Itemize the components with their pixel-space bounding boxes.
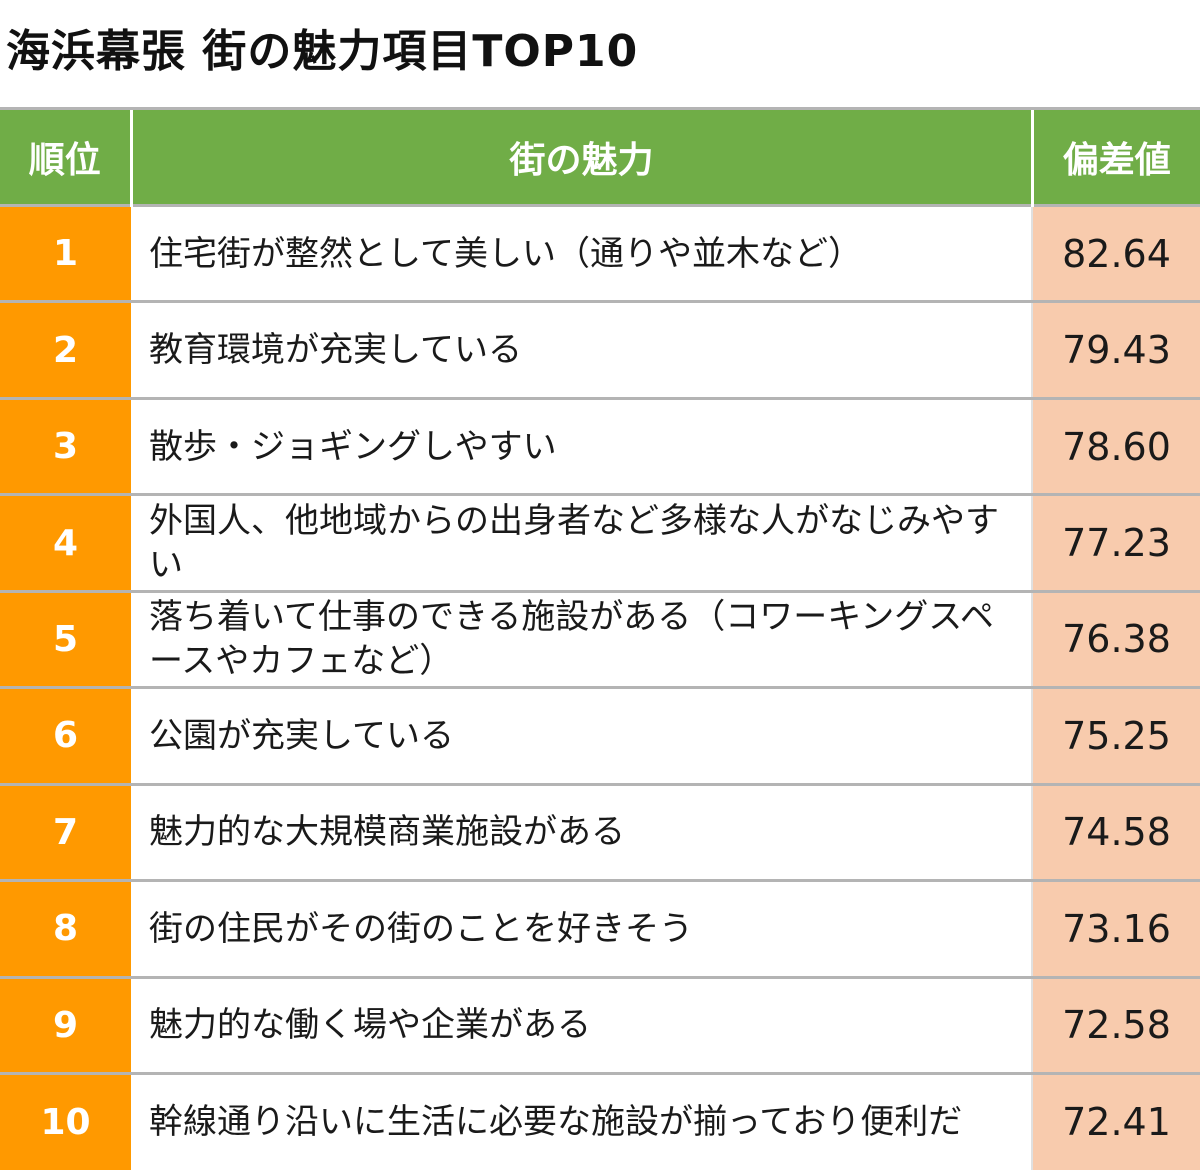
header-item: 街の魅力 [129,107,1032,206]
item-cell: 街の住民がその街のことを好きそう [131,879,1032,977]
table-row: 2 教育環境が充実している 79.43 [0,300,1200,399]
rank-cell: 10 [0,1071,131,1170]
item-cell: 散歩・ジョギングしやすい [131,396,1032,495]
score-cell: 74.58 [1031,782,1200,881]
score-cell: 77.23 [1031,493,1200,592]
score-cell: 72.41 [1031,1071,1200,1170]
rank-cell: 1 [0,203,131,302]
score-cell: 75.25 [1031,686,1200,785]
rank-cell: 8 [0,879,131,977]
rank-cell: 2 [0,300,131,399]
table-header-row: 順位 街の魅力 偏差値 [0,107,1200,206]
table-row: 1 住宅街が整然として美しい（通りや並木など） 82.64 [0,203,1200,302]
item-cell: 魅力的な大規模商業施設がある [131,782,1032,881]
score-cell: 76.38 [1031,589,1200,688]
rank-cell: 4 [0,493,131,592]
header-rank: 順位 [0,107,131,206]
item-cell: 住宅街が整然として美しい（通りや並木など） [131,203,1032,302]
item-cell: 落ち着いて仕事のできる施設がある（コワーキングスペースやカフェなど） [131,589,1032,688]
score-cell: 78.60 [1031,396,1200,495]
item-cell: 幹線通り沿いに生活に必要な施設が揃っており便利だ [131,1071,1032,1170]
table-row: 10 幹線通り沿いに生活に必要な施設が揃っており便利だ 72.41 [0,1071,1200,1170]
item-cell: 外国人、他地域からの出身者など多様な人がなじみやすい [131,493,1032,592]
rank-cell: 9 [0,975,131,1074]
table-row: 3 散歩・ジョギングしやすい 78.60 [0,396,1200,495]
table-row: 9 魅力的な働く場や企業がある 72.58 [0,975,1200,1074]
rank-cell: 6 [0,686,131,785]
ranking-table: 順位 街の魅力 偏差値 1 住宅街が整然として美しい（通りや並木など） 82.6… [0,107,1200,1170]
rank-cell: 5 [0,589,131,688]
item-cell: 魅力的な働く場や企業がある [131,975,1032,1074]
table-row: 6 公園が充実している 75.25 [0,686,1200,785]
item-cell: 教育環境が充実している [131,300,1032,399]
table-row: 7 魅力的な大規模商業施設がある 74.58 [0,782,1200,881]
table-row: 5 落ち着いて仕事のできる施設がある（コワーキングスペースやカフェなど） 76.… [0,589,1200,688]
rank-cell: 7 [0,782,131,881]
table-row: 8 街の住民がその街のことを好きそう 73.16 [0,879,1200,977]
score-cell: 79.43 [1031,300,1200,399]
rank-cell: 3 [0,396,131,495]
table-row: 4 外国人、他地域からの出身者など多様な人がなじみやすい 77.23 [0,493,1200,592]
score-cell: 72.58 [1031,975,1200,1074]
header-score: 偏差値 [1030,107,1200,206]
score-cell: 82.64 [1031,203,1200,302]
score-cell: 73.16 [1031,879,1200,977]
chart-title: 海浜幕張 街の魅力項目TOP10 [6,26,639,77]
item-cell: 公園が充実している [131,686,1032,785]
